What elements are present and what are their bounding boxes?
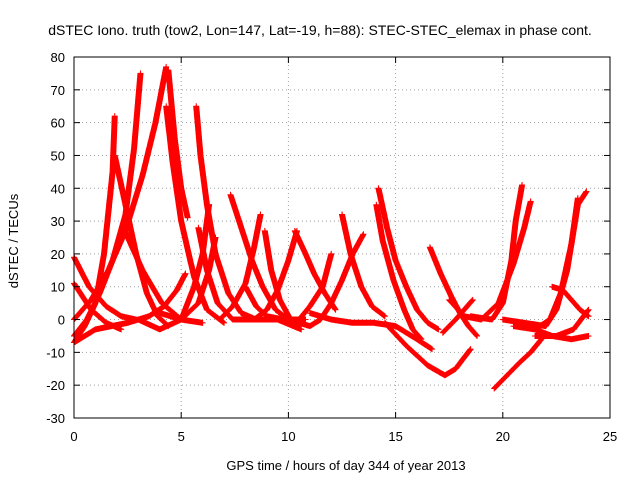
x-tick-label: 10 (281, 429, 295, 444)
series-29 (439, 296, 476, 336)
chart-title: dSTEC Iono. truth (tow2, Lon=147, Lat=-1… (48, 22, 592, 38)
series-19-markers (251, 227, 300, 323)
series-23-markers (339, 211, 388, 320)
series-24-markers (306, 310, 436, 353)
x-tick-label: 25 (603, 429, 617, 444)
series-26 (373, 201, 425, 343)
y-tick-label: 50 (51, 148, 65, 163)
y-tick-label: 70 (51, 83, 65, 98)
y-tick-label: 40 (51, 181, 65, 196)
y-tick-label: 60 (51, 116, 65, 131)
y-tick-label: 10 (51, 280, 65, 295)
grid (74, 57, 610, 418)
series-21 (296, 250, 335, 323)
series-24 (306, 310, 436, 353)
series-37 (532, 306, 592, 339)
x-tick-label: 0 (70, 429, 77, 444)
series-32 (491, 336, 545, 392)
series-21-markers (296, 250, 335, 323)
series-9 (165, 67, 191, 221)
x-tick-label: 5 (178, 429, 185, 444)
series-23 (339, 211, 388, 320)
x-tick-label: 20 (496, 429, 510, 444)
series-19 (251, 227, 300, 323)
series-27 (381, 319, 474, 379)
y-tick-label: -20 (46, 378, 65, 393)
series-16-markers (216, 211, 264, 323)
series-9-markers (165, 67, 191, 221)
series-37-markers (532, 306, 592, 339)
y-tick-label: -10 (46, 345, 65, 360)
x-tick-label: 15 (388, 429, 402, 444)
series-25 (375, 185, 442, 333)
series-26-markers (373, 201, 425, 343)
x-axis-label: GPS time / hours of day 344 of year 2013 (226, 458, 465, 473)
data-series (71, 63, 592, 392)
series-31 (446, 198, 534, 323)
series-27-markers (381, 319, 474, 379)
series-16 (216, 211, 264, 323)
y-tick-label: 0 (58, 313, 65, 328)
series-25-markers (375, 185, 442, 333)
y-tick-label: 20 (51, 247, 65, 262)
axis-ticks: 0 5 10 15 20 25 -30 -20 -10 0 10 20 30 40 50 60 70 80 (46, 50, 617, 444)
y-tick-label: 30 (51, 214, 65, 229)
y-tick-label: -30 (46, 411, 65, 426)
y-axis-label: dSTEC / TECUs (6, 193, 21, 288)
series-31-markers (446, 198, 534, 323)
y-tick-label: 80 (51, 50, 65, 65)
series-29-markers (439, 296, 476, 336)
series-12 (135, 201, 213, 333)
series-32-markers (491, 336, 545, 392)
series-12-markers (135, 201, 213, 333)
plot-frame (73, 56, 611, 419)
